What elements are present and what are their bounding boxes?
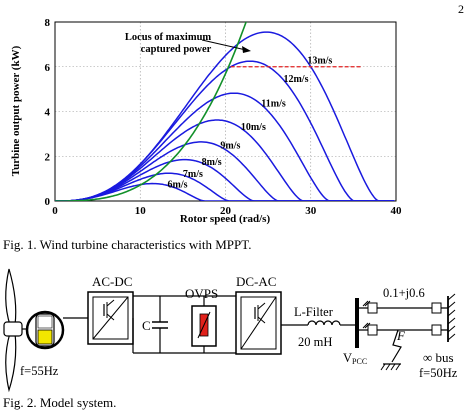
generator-frequency-label: f=55Hz [20, 364, 59, 378]
capacitor-label: C [142, 318, 151, 333]
filter-value-label: 20 mH [298, 335, 332, 349]
acdc-label: AC-DC [92, 274, 132, 289]
locus-label-line2: captured power [141, 44, 212, 55]
grid-lines [55, 22, 396, 201]
ovps-device [191, 296, 217, 353]
y-tick-label: 2 [45, 151, 51, 163]
curve-label-9m/s: 9m/s [220, 141, 240, 152]
curve-label-6m/s: 6m/s [168, 179, 188, 190]
ovps-label: OVPS [185, 286, 218, 301]
y-axis-label: Turbine output power (kW) [10, 45, 22, 176]
power-curve-7m/s [55, 172, 395, 201]
locus-pointer-arrowhead [242, 46, 251, 53]
acdc-converter-block [87, 291, 134, 345]
mppt-locus-curve [55, 22, 247, 201]
curve-label-13m/s: 13m/s [307, 56, 332, 67]
y-tick-label: 8 [45, 17, 51, 29]
power-curves [55, 22, 395, 201]
grid-frequency-label: f=50Hz [419, 366, 458, 380]
curve-label-12m/s: 12m/s [283, 74, 308, 85]
curve-label-8m/s: 8m/s [202, 157, 222, 168]
y-tick-label: 4 [45, 107, 51, 119]
dc-link-capacitor [152, 296, 168, 353]
dcac-label: DC-AC [236, 274, 276, 289]
y-tick-label: 0 [45, 196, 51, 208]
fault-symbol [380, 329, 402, 371]
x-tick-label: 20 [220, 205, 232, 217]
axis-ticks: 0 10 20 30 40 0 2 4 6 8 [45, 17, 403, 217]
vpcc-label: VPCC [343, 351, 367, 366]
x-axis-label: Rotor speed (rad/s) [180, 213, 271, 225]
x-tick-label: 0 [52, 205, 58, 217]
power-curve-12m/s [55, 60, 395, 201]
curve-label-7m/s: 7m/s [183, 169, 203, 180]
locus-label-line1: Locus of maximum [125, 32, 212, 43]
infinite-bus-label: ∞ bus [423, 350, 454, 365]
x-tick-label: 40 [391, 205, 403, 217]
fault-label: F [396, 328, 406, 343]
x-tick-label: 10 [135, 205, 147, 217]
page-number: 2 [458, 2, 464, 16]
filter-label: L-Filter [294, 305, 334, 319]
figure1-caption: Fig. 1. Wind turbine characteristics wit… [3, 237, 252, 252]
transmission-lines [357, 300, 448, 336]
wind-turbine-icon [3, 268, 28, 393]
plot-frame [54, 21, 397, 202]
l-filter-inductor [307, 320, 341, 326]
curve-label-10m/s: 10m/s [241, 122, 266, 133]
line-impedance-label: 0.1+j0.6 [383, 286, 425, 300]
model-system-diagram: f=55Hz AC-DC C OVPS DC-AC L-Filter [3, 268, 458, 393]
curve-label-11m/s: 11m/s [261, 99, 286, 110]
figure2-caption: Fig. 2. Model system. [3, 395, 117, 410]
power-curve-13m/s [55, 31, 395, 201]
x-tick-label: 30 [305, 205, 317, 217]
power-curve-6m/s [55, 182, 395, 201]
dcac-converter-block [235, 291, 282, 355]
generator-icon [25, 310, 65, 350]
infinite-bus-icon [447, 293, 456, 342]
locus-pointer-arrow [201, 39, 247, 51]
y-tick-label: 6 [45, 62, 51, 74]
